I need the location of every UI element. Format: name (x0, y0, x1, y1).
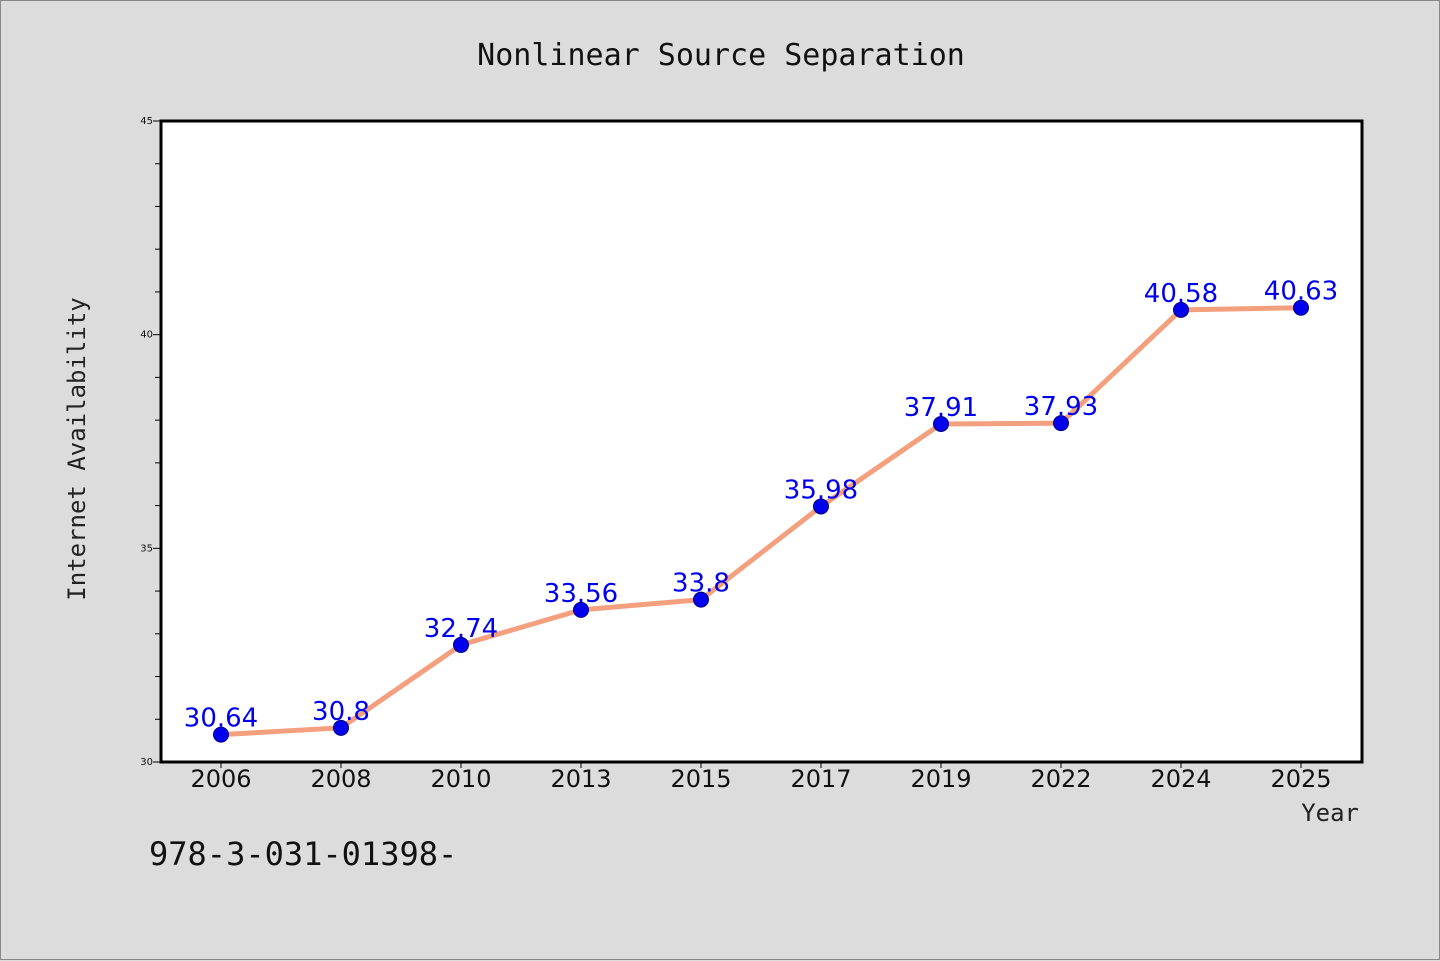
data-label: 40.63 (1264, 277, 1338, 307)
data-point (813, 498, 829, 515)
series-line (218, 305, 1304, 738)
chart-title: Nonlinear Source Separation (477, 38, 965, 73)
x-tick-label: 2017 (790, 765, 851, 793)
data-point (1053, 415, 1069, 432)
x-axis: 2006 2008 2010 2013 2015 2017 2019 2022 2024 2025 (190, 762, 1332, 793)
data-label: 40.58 (1144, 279, 1218, 309)
data-point (1173, 301, 1189, 318)
x-tick-label: 2019 (910, 765, 971, 793)
data-point (453, 636, 469, 653)
x-tick-label: 2022 (1030, 765, 1091, 793)
data-label: 33.8 (672, 569, 730, 599)
y-tick-label: 40 (140, 330, 153, 341)
data-label: 32.74 (424, 614, 498, 644)
x-tick-label: 2008 (310, 765, 371, 793)
data-label: 37.93 (1024, 392, 1098, 422)
data-point (693, 591, 709, 608)
y-axis-title: Internet Availability (63, 297, 91, 600)
x-tick-label: 2025 (1270, 765, 1331, 793)
isbn-footnote: 978-3-031-01398- (149, 835, 457, 873)
series-layer: 30.64 30.8 32.74 33.56 33.8 35.98 37.91 37.93 40… (184, 277, 1338, 743)
y-tick-label: 30 (140, 757, 153, 768)
y-tick-label: 35 (140, 543, 153, 554)
data-label: 33.56 (544, 579, 618, 609)
x-axis-title: Year (1301, 799, 1359, 827)
data-point (213, 726, 229, 743)
data-label: 37.91 (904, 393, 978, 423)
x-tick-label: 2013 (550, 765, 611, 793)
y-tick-label: 45 (140, 116, 153, 127)
data-label: 30.64 (184, 704, 258, 734)
x-tick-label: 2024 (1150, 765, 1211, 793)
plot-area (159, 119, 1364, 764)
x-tick-label: 2015 (670, 765, 731, 793)
data-label: 35.98 (784, 475, 858, 505)
data-point (573, 601, 589, 618)
x-tick-label: 2006 (190, 765, 251, 793)
y-axis: 30 35 40 45 (140, 116, 161, 768)
x-tick-label: 2010 (430, 765, 491, 793)
data-point (933, 415, 949, 432)
data-point (333, 719, 349, 736)
data-label: 30.8 (312, 697, 370, 727)
data-point (1293, 299, 1309, 316)
